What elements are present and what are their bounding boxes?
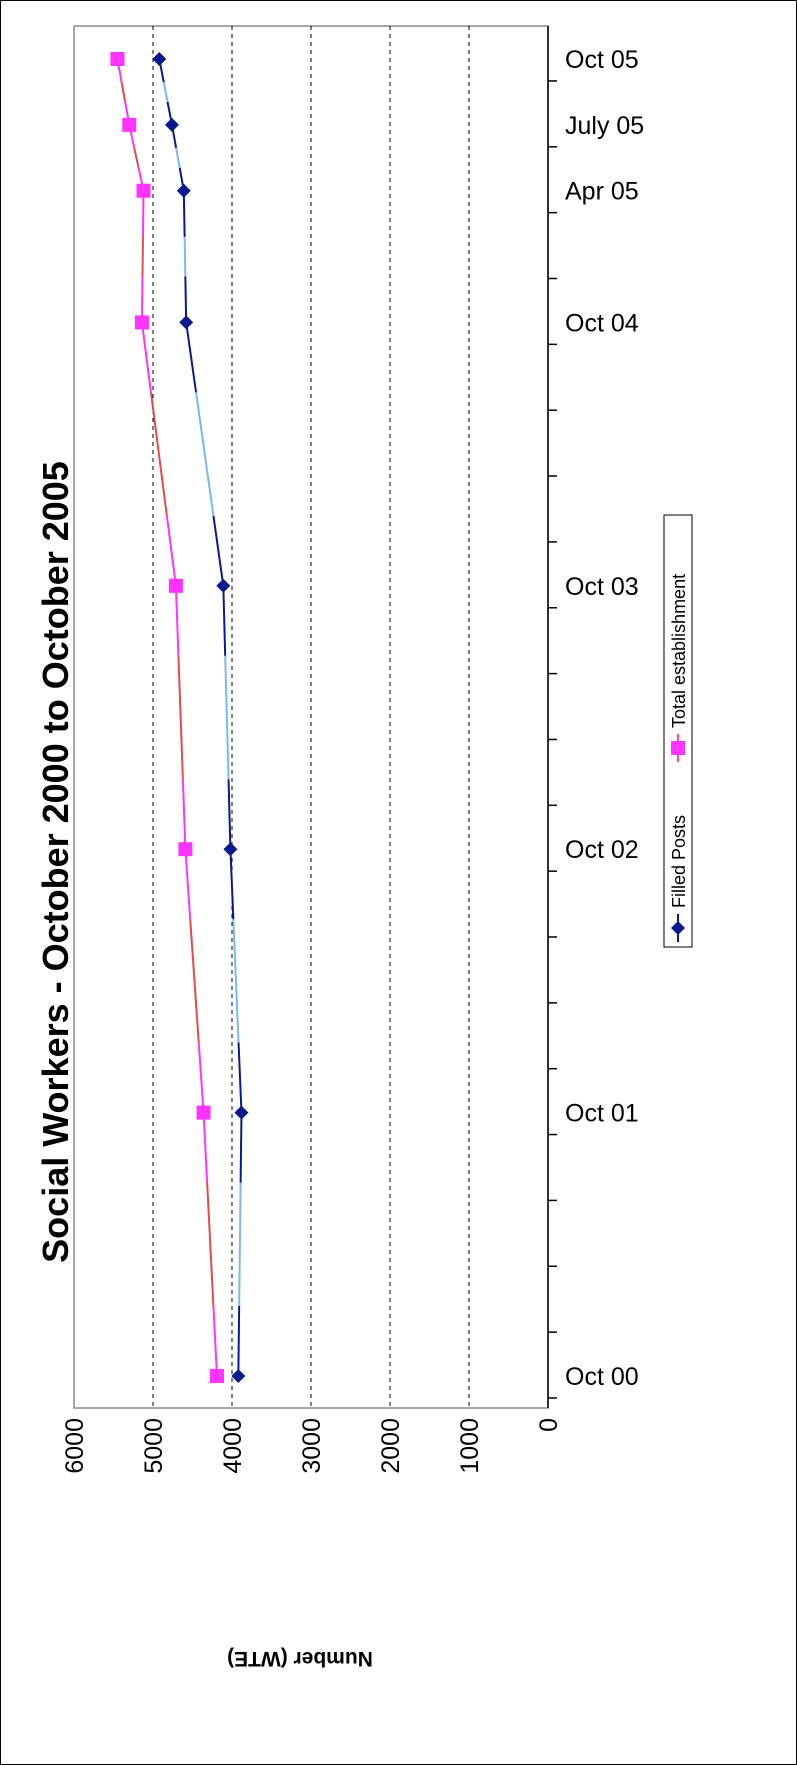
y-tick-group: 3000	[298, 1418, 326, 1474]
series-line-segment	[197, 1042, 205, 1113]
y-tick-label: 1000	[456, 1418, 484, 1474]
series-interp-segment	[238, 1182, 242, 1307]
data-point-diamond	[216, 578, 231, 593]
data-point-diamond	[152, 52, 167, 66]
x-tick-label: Apr 05	[565, 178, 639, 206]
series-interp-segment	[120, 81, 127, 102]
data-point-square	[122, 117, 137, 132]
series-interp-segment	[133, 147, 140, 168]
y-tick-label: 2000	[377, 1418, 405, 1474]
series-line-segment	[202, 1112, 209, 1183]
series-line-segment	[174, 585, 180, 656]
data-point-square	[168, 578, 183, 593]
series-line-segment	[140, 322, 152, 393]
y-tick-group: 4000	[219, 1418, 247, 1474]
series-interp-segment	[206, 1182, 215, 1307]
data-point-diamond	[164, 117, 179, 132]
series-line-segment	[229, 849, 235, 920]
y-tick-label: 0	[535, 1418, 563, 1432]
plot-area: 0 1000 2000 3000 4000 5000 6000 Oct 00 Oct 01 Oct…	[61, 25, 644, 1474]
y-tick-group: 1000	[456, 1418, 484, 1474]
series-line-segment	[141, 190, 145, 237]
legend: Filled Posts Total establishment	[663, 514, 693, 948]
series-interp-segment	[175, 147, 181, 168]
legend-marker-square	[671, 741, 685, 755]
y-tick-label: 6000	[61, 1418, 89, 1474]
x-tick-label: Oct 04	[565, 309, 639, 337]
data-point-square	[196, 1105, 211, 1120]
series-filled-posts	[152, 52, 249, 1383]
x-tick-label: Oct 01	[565, 1100, 639, 1128]
series-interp-segment	[189, 919, 200, 1043]
series-line-segment	[237, 1305, 241, 1377]
y-axis-label-group: Number (WTE)	[227, 1647, 373, 1670]
legend-entry: Filled Posts	[669, 815, 689, 908]
series-interp-segment	[177, 655, 184, 780]
series-line-segment	[227, 779, 232, 850]
data-point-diamond	[176, 183, 191, 198]
series-line-segment	[237, 1042, 243, 1113]
x-tick-label: Oct 00	[565, 1363, 639, 1391]
data-point-diamond	[179, 315, 194, 330]
series-interp-segment	[149, 392, 168, 516]
series-interp-segment	[162, 81, 169, 102]
chart-title: Social Workers - October 2000 to October…	[35, 461, 76, 1263]
y-tick-label: 3000	[298, 1418, 326, 1474]
data-point-square	[178, 842, 193, 857]
x-tick-label: Oct 02	[565, 836, 639, 864]
series-line-segment	[140, 276, 144, 323]
data-point-square	[209, 1369, 224, 1383]
series-interp-segment	[224, 655, 230, 780]
data-point-diamond	[231, 1369, 246, 1383]
series-line-segment	[181, 779, 187, 850]
series-line-segment	[222, 585, 227, 656]
legend-entry: Total establishment	[669, 574, 689, 728]
series-line-segment	[182, 190, 186, 237]
series-line-segment	[212, 515, 225, 586]
legend-marker-diamond	[671, 921, 685, 935]
legend-box	[663, 514, 693, 948]
y-tick-group: 2000	[377, 1418, 405, 1474]
data-point-diamond	[234, 1105, 249, 1120]
data-point-square	[136, 183, 151, 198]
y-tick-label: 5000	[140, 1418, 168, 1474]
x-tick-label: Oct 03	[565, 573, 639, 601]
x-tick-label: July 05	[565, 112, 644, 140]
y-tick-group: 6000	[61, 1418, 89, 1474]
chart-title-group: Social Workers - October 2000 to October…	[35, 461, 76, 1263]
series-line-segment	[212, 1305, 218, 1377]
series-line-segment	[185, 322, 198, 393]
data-point-square	[134, 315, 149, 330]
data-point-diamond	[223, 842, 238, 857]
series-interp-segment	[195, 392, 215, 516]
y-tick-group: 5000	[140, 1418, 168, 1474]
x-tick-label: Oct 05	[565, 46, 639, 74]
series-line-segment	[165, 515, 177, 586]
series-line-segment	[184, 849, 192, 920]
legend-label: Filled Posts	[669, 815, 689, 908]
series-line-segment	[184, 276, 188, 323]
series-interp-segment	[183, 236, 187, 277]
y-tick-group: 0	[535, 1418, 563, 1432]
series-line-segment	[239, 1112, 243, 1183]
data-point-square	[110, 52, 125, 66]
series-total-establishment	[110, 52, 224, 1383]
series-interp-segment	[232, 919, 240, 1043]
legend-label: Total establishment	[669, 574, 689, 728]
y-axis-label: Number (WTE)	[227, 1647, 373, 1670]
y-tick-label: 4000	[219, 1418, 247, 1474]
